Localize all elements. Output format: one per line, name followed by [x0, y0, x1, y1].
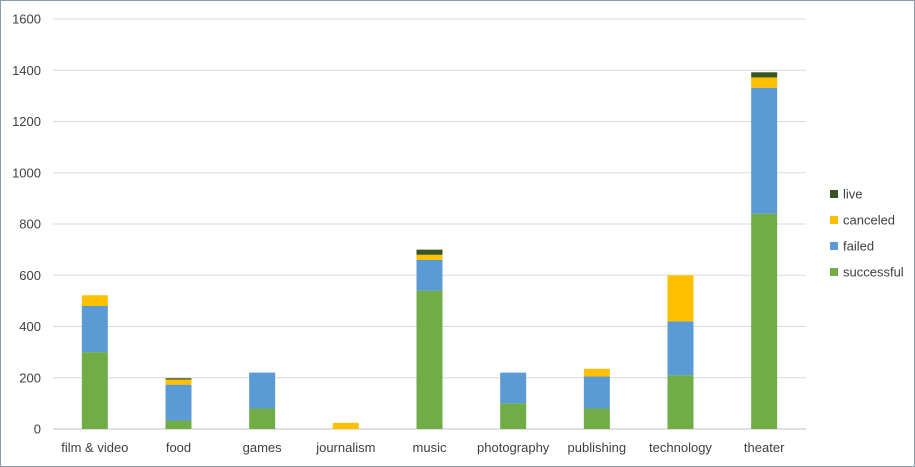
y-tick-label: 200 [19, 370, 41, 385]
bar-successful [583, 408, 610, 429]
bar-failed [500, 372, 527, 404]
bar-failed [165, 384, 192, 421]
bar-canceled [751, 77, 778, 88]
x-tick-label: publishing [568, 440, 627, 455]
bar-failed [583, 376, 610, 409]
bars [81, 72, 778, 429]
bar-canceled [81, 295, 108, 306]
legend-swatch-failed [830, 242, 838, 250]
y-axis-ticks: 0 200 400 600 800 1000 1200 1400 1600 [12, 12, 41, 437]
bar-failed [416, 259, 443, 291]
bar-successful [751, 213, 778, 429]
x-tick-label: music [413, 440, 447, 455]
bar-successful [667, 375, 694, 429]
x-tick-label: journalism [315, 440, 375, 455]
bar-successful [165, 420, 192, 429]
y-tick-label: 400 [19, 319, 41, 334]
legend-label-live: live [843, 187, 863, 202]
legend-label-failed: failed [843, 239, 874, 254]
x-tick-label: theater [744, 440, 785, 455]
y-tick-label: 1000 [12, 165, 41, 180]
legend-swatch-canceled [830, 216, 838, 224]
legend: live canceled failed successful [830, 187, 904, 280]
legend-swatch-live [830, 190, 838, 198]
grid-lines [53, 18, 806, 430]
bar-live [751, 72, 778, 78]
x-tick-label: photography [477, 440, 550, 455]
bar-failed [751, 87, 778, 214]
y-tick-label: 600 [19, 268, 41, 283]
y-tick-label: 0 [34, 422, 41, 437]
y-tick-label: 1200 [12, 114, 41, 129]
legend-swatch-successful [830, 268, 838, 276]
legend-label-successful: successful [843, 265, 904, 280]
bar-successful [249, 408, 276, 429]
bar-successful [81, 352, 108, 429]
x-tick-label: technology [649, 440, 712, 455]
y-tick-label: 1600 [12, 12, 41, 27]
bar-canceled [583, 368, 610, 377]
x-axis-ticks: film & video food games journalism music phot… [61, 440, 785, 455]
bar-canceled [667, 275, 694, 322]
x-tick-label: games [243, 440, 283, 455]
bar-failed [81, 306, 108, 353]
y-tick-label: 800 [19, 217, 41, 232]
bar-live [416, 249, 443, 255]
bar-failed [667, 321, 694, 376]
x-tick-label: film & video [61, 440, 128, 455]
bar-canceled [416, 254, 443, 260]
bar-live [165, 378, 192, 380]
bar-failed [249, 372, 276, 409]
x-tick-label: food [166, 440, 191, 455]
legend-label-canceled: canceled [843, 213, 895, 228]
bar-successful [416, 290, 443, 429]
bar-canceled [332, 422, 359, 429]
y-tick-label: 1400 [12, 63, 41, 78]
bar-canceled [165, 379, 192, 385]
bar-successful [500, 403, 527, 429]
